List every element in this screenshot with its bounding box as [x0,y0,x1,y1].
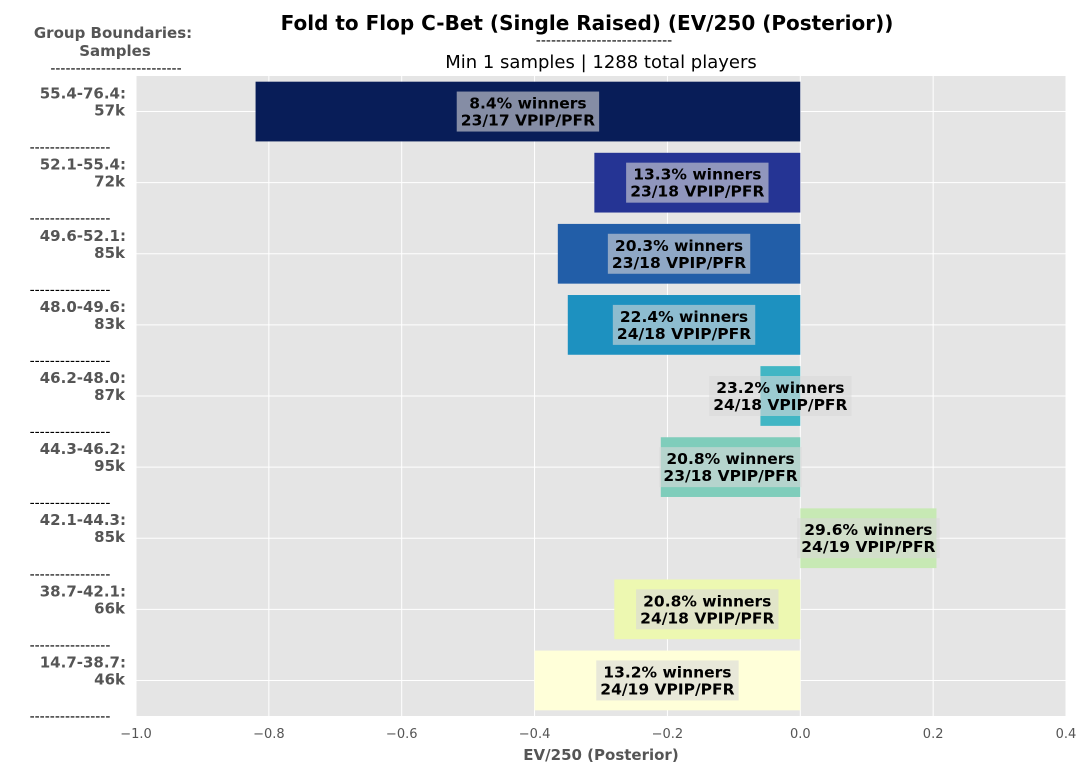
bar-label-winners: 20.3% winners [615,237,743,255]
bar-label-box [612,304,756,345]
y-tick-samples: 87k [94,386,126,404]
group-header-underline: -------------------------- [50,61,181,77]
bar-label-box [636,589,779,630]
bar-label-winners: 20.8% winners [643,592,771,610]
x-tick-label: −0.2 [652,727,684,742]
group-separator: ---------------- [30,353,111,369]
group-separator: ---------------- [30,282,111,298]
y-tick-range: 52.1-55.4: [40,156,126,174]
y-tick-samples: 57k [94,102,126,120]
chart-title: Fold to Flop C-Bet (Single Raised) (EV/2… [281,11,894,35]
group-separator: ---------------- [30,211,111,227]
bar-label-box [626,162,769,203]
bar-label-vpip: 24/18 VPIP/PFR [713,396,847,414]
bar-label-winners: 22.4% winners [620,308,748,326]
bar-label-vpip: 24/19 VPIP/PFR [801,538,935,556]
group-header-line2: Samples [79,42,151,60]
bar-label-vpip: 24/19 VPIP/PFR [600,680,734,698]
bar-label-winners: 13.2% winners [603,663,731,681]
bar-label-box [607,233,751,274]
y-axis: 55.4-76.4:57k----------------52.1-55.4:7… [30,85,126,725]
bar-label-vpip: 24/18 VPIP/PFR [617,325,751,343]
bar-label-winners: 13.3% winners [633,166,761,184]
y-tick-range: 14.7-38.7: [40,653,126,671]
bar-label-vpip: 23/17 VPIP/PFR [461,112,595,130]
bar-label-vpip: 23/18 VPIP/PFR [612,254,746,272]
y-tick-range: 48.0-49.6: [40,298,126,316]
bar-label-vpip: 23/18 VPIP/PFR [663,467,797,485]
chart-title-underline: --------------------------- [536,33,672,49]
y-tick-range: 38.7-42.1: [40,582,126,600]
y-tick-samples: 95k [94,457,126,475]
y-tick-samples: 46k [94,670,126,688]
x-tick-label: 0.2 [923,727,944,742]
y-tick-range: 44.3-46.2: [40,440,126,458]
y-tick-samples: 85k [94,244,126,262]
bar-label-vpip: 23/18 VPIP/PFR [630,183,764,201]
x-tick-label: −1.0 [120,727,152,742]
y-tick-range: 55.4-76.4: [40,85,126,103]
y-tick-samples: 85k [94,528,126,546]
x-axis: −1.0 −0.8 −0.6 −0.4 −0.2 0.0 0.2 0.4 [120,727,1076,742]
y-tick-range: 42.1-44.3: [40,511,126,529]
bar-label-box [659,447,802,488]
bar-label-winners: 23.2% winners [716,379,844,397]
group-separator: ---------------- [30,425,111,441]
bar-label-box [596,660,739,701]
x-tick-label: 0.4 [1056,727,1077,742]
y-tick-range: 46.2-48.0: [40,369,126,387]
bar-label-box [797,518,940,559]
bar-label-winners: 20.8% winners [666,450,794,468]
x-tick-label: 0.0 [790,727,811,742]
x-tick-label: −0.6 [386,727,418,742]
chart-subtitle: Min 1 samples | 1288 total players [445,52,757,73]
group-separator: ---------------- [30,140,111,156]
bar-label-winners: 8.4% winners [469,95,586,113]
group-separator: ---------------- [30,496,111,512]
bar-label-vpip: 24/18 VPIP/PFR [640,609,774,627]
y-tick-samples: 83k [94,315,126,333]
bar-label-box [456,91,600,132]
x-tick-label: −0.4 [519,727,551,742]
y-tick-samples: 66k [94,599,126,617]
x-axis-label: EV/250 (Posterior) [523,746,678,764]
group-separator: ---------------- [30,709,111,725]
group-separator: ---------------- [30,567,111,583]
group-separator: ---------------- [30,638,111,654]
y-tick-range: 49.6-52.1: [40,227,126,245]
x-tick-label: −0.8 [253,727,285,742]
y-tick-samples: 72k [94,173,126,191]
group-header-line1: Group Boundaries: [34,24,192,42]
bar-label-winners: 29.6% winners [804,521,932,539]
bar-label-box [709,376,852,416]
